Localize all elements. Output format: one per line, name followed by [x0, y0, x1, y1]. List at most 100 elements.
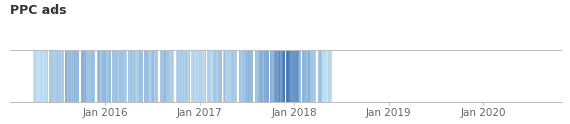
Bar — [137, 50, 138, 102]
Bar — [260, 50, 261, 102]
Bar — [167, 50, 168, 102]
Bar — [111, 50, 112, 102]
Bar — [233, 50, 234, 102]
Bar — [290, 50, 291, 102]
Bar — [302, 50, 303, 102]
Bar — [207, 50, 209, 102]
Bar — [250, 50, 251, 102]
Bar — [77, 50, 78, 102]
Bar — [168, 50, 169, 102]
Bar — [46, 50, 47, 102]
Bar — [185, 50, 186, 102]
Bar — [150, 50, 151, 102]
Bar — [160, 50, 161, 102]
Bar — [215, 50, 216, 102]
Bar — [170, 50, 171, 102]
Bar — [258, 50, 259, 102]
Bar — [324, 50, 325, 102]
Bar — [38, 50, 39, 102]
Bar — [331, 50, 332, 102]
Bar — [128, 50, 129, 102]
Bar — [225, 50, 226, 102]
Bar — [132, 50, 133, 102]
Bar — [113, 50, 115, 102]
Bar — [67, 50, 68, 102]
Bar — [295, 50, 296, 102]
Bar — [37, 50, 38, 102]
Bar — [259, 50, 260, 102]
Bar — [263, 50, 264, 102]
Bar — [325, 50, 326, 102]
Bar — [120, 50, 121, 102]
Bar — [149, 50, 150, 102]
Bar — [102, 50, 103, 102]
Bar — [278, 50, 279, 102]
Bar — [315, 50, 316, 102]
Bar — [244, 50, 245, 102]
Bar — [142, 50, 144, 102]
Bar — [196, 50, 197, 102]
Bar — [277, 50, 278, 102]
Bar — [223, 50, 225, 102]
Bar — [56, 50, 57, 102]
Bar — [84, 50, 85, 102]
Bar — [97, 50, 98, 102]
Bar — [43, 50, 44, 102]
Bar — [89, 50, 90, 102]
Bar — [232, 50, 233, 102]
Bar — [320, 50, 321, 102]
Bar — [202, 50, 203, 102]
Bar — [68, 50, 69, 102]
Bar — [265, 50, 266, 102]
Bar — [206, 50, 207, 102]
Bar — [186, 50, 187, 102]
Bar — [293, 50, 294, 102]
Text: i: i — [52, 6, 55, 15]
Bar — [246, 50, 247, 102]
Bar — [34, 50, 35, 102]
Bar — [261, 50, 262, 102]
Bar — [95, 50, 96, 102]
Bar — [125, 50, 127, 102]
Bar — [298, 50, 299, 102]
Bar — [280, 50, 281, 102]
Bar — [235, 50, 237, 102]
Bar — [226, 50, 227, 102]
Bar — [181, 50, 182, 102]
Bar — [303, 50, 304, 102]
Bar — [311, 50, 312, 102]
Bar — [234, 50, 235, 102]
Bar — [307, 50, 308, 102]
Bar — [107, 50, 108, 102]
Bar — [211, 50, 212, 102]
Bar — [230, 50, 231, 102]
Bar — [328, 50, 329, 102]
Bar — [155, 50, 156, 102]
Bar — [228, 50, 229, 102]
Bar — [227, 50, 228, 102]
Bar — [53, 50, 54, 102]
Bar — [297, 50, 298, 102]
Bar — [42, 50, 43, 102]
Bar — [138, 50, 139, 102]
Bar — [35, 50, 36, 102]
Bar — [80, 50, 82, 102]
Bar — [216, 50, 217, 102]
Bar — [72, 50, 73, 102]
Bar — [57, 50, 58, 102]
Bar — [253, 50, 254, 102]
Bar — [322, 50, 323, 102]
Bar — [123, 50, 124, 102]
Bar — [59, 50, 60, 102]
Bar — [271, 50, 272, 102]
Bar — [108, 50, 109, 102]
Bar — [171, 50, 172, 102]
Bar — [274, 50, 275, 102]
Bar — [200, 50, 201, 102]
Bar — [112, 50, 113, 102]
Bar — [329, 50, 331, 102]
Bar — [189, 50, 190, 102]
Bar — [87, 50, 88, 102]
Bar — [172, 50, 173, 102]
Bar — [252, 50, 253, 102]
